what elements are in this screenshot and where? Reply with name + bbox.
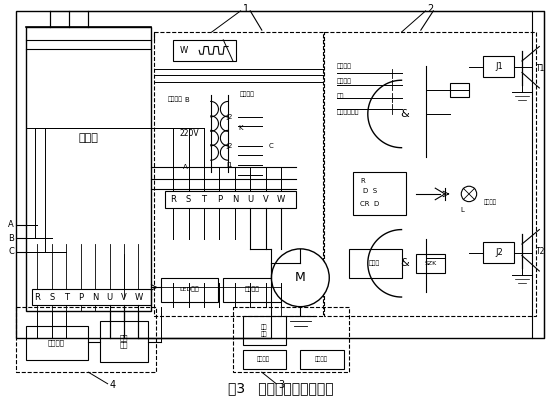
- Text: 交流低压: 交流低压: [337, 63, 352, 69]
- Text: V: V: [263, 195, 269, 204]
- Bar: [450, 83, 469, 97]
- Text: N: N: [232, 195, 238, 204]
- Bar: [483, 56, 514, 77]
- Bar: [26, 326, 88, 359]
- Text: T2: T2: [536, 247, 546, 256]
- Bar: [154, 32, 323, 316]
- Circle shape: [461, 186, 477, 201]
- Text: 220V: 220V: [180, 129, 199, 138]
- Text: D  S: D S: [363, 188, 377, 194]
- Text: 变频器: 变频器: [78, 133, 99, 143]
- Text: W: W: [134, 292, 143, 302]
- Text: 末端柜: 末端柜: [369, 261, 380, 266]
- Bar: [242, 316, 286, 345]
- Text: SZK: SZK: [424, 261, 437, 266]
- Bar: [16, 11, 544, 338]
- Text: R: R: [34, 292, 40, 302]
- Text: 4: 4: [110, 380, 116, 390]
- Bar: [483, 242, 514, 263]
- Text: L: L: [460, 207, 464, 213]
- Text: B: B: [185, 97, 189, 103]
- Text: U: U: [247, 195, 253, 204]
- Bar: [100, 321, 148, 361]
- Bar: [26, 27, 151, 312]
- Bar: [233, 307, 348, 372]
- Text: T1: T1: [536, 64, 546, 73]
- Text: &: &: [400, 109, 409, 119]
- Text: M: M: [295, 271, 306, 284]
- Text: A: A: [183, 164, 188, 170]
- Text: J2: J2: [495, 248, 503, 257]
- Bar: [161, 278, 218, 302]
- Bar: [223, 278, 281, 302]
- Text: U: U: [106, 292, 113, 302]
- Text: W: W: [180, 46, 188, 55]
- Bar: [242, 350, 286, 369]
- Text: CR  D: CR D: [360, 201, 379, 207]
- Text: R: R: [360, 178, 365, 184]
- Text: 本身制动: 本身制动: [167, 97, 183, 102]
- Text: 门锁继电: 门锁继电: [337, 79, 352, 84]
- Text: J2: J2: [227, 143, 233, 149]
- Text: K: K: [239, 125, 243, 131]
- Text: V: V: [121, 292, 127, 302]
- Text: J2: J2: [227, 114, 233, 120]
- Text: 罐笼: 罐笼: [337, 94, 344, 99]
- Circle shape: [272, 249, 329, 307]
- Text: P: P: [78, 292, 83, 302]
- Text: 测速电路: 测速电路: [48, 339, 65, 346]
- Text: R: R: [170, 195, 176, 204]
- Text: C: C: [8, 247, 14, 256]
- Text: 2: 2: [427, 4, 434, 14]
- Bar: [31, 289, 151, 305]
- Text: S: S: [186, 195, 191, 204]
- Text: J1: J1: [495, 62, 503, 71]
- Text: B: B: [8, 234, 14, 243]
- Bar: [324, 32, 536, 316]
- Text: 交流低压限制: 交流低压限制: [337, 109, 360, 115]
- Text: 整定制动: 整定制动: [240, 92, 255, 97]
- Text: T: T: [202, 195, 207, 204]
- Bar: [16, 307, 156, 372]
- Text: 调频
单元: 调频 单元: [120, 334, 128, 348]
- Text: 图3   变频器控制绞车方案: 图3 变频器控制绞车方案: [228, 381, 334, 395]
- Text: 电压调用: 电压调用: [483, 200, 496, 205]
- Text: LED显示: LED显示: [180, 286, 199, 292]
- Text: 给思
最力: 给思 最力: [260, 325, 267, 337]
- Text: 调振给力: 调振给力: [315, 357, 328, 362]
- Text: S: S: [49, 292, 54, 302]
- Bar: [165, 191, 296, 208]
- Text: J1: J1: [226, 162, 233, 168]
- Text: C: C: [269, 143, 274, 149]
- Text: A: A: [8, 220, 14, 229]
- Text: 1: 1: [242, 4, 249, 14]
- Text: &: &: [400, 258, 409, 268]
- Bar: [173, 40, 236, 61]
- Bar: [300, 350, 344, 369]
- Text: P: P: [217, 195, 222, 204]
- Bar: [353, 172, 407, 215]
- Text: 数控调节: 数控调节: [245, 286, 260, 292]
- Bar: [348, 249, 402, 278]
- Text: 电流密阻: 电流密阻: [257, 357, 270, 362]
- Text: T: T: [64, 292, 69, 302]
- Text: W: W: [277, 195, 285, 204]
- Text: N: N: [92, 292, 99, 302]
- Bar: [416, 254, 445, 273]
- Text: 3: 3: [278, 380, 284, 390]
